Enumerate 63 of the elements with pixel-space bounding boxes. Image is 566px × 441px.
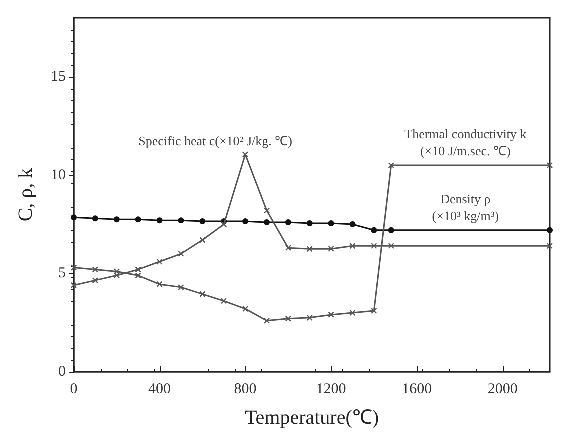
- point: [285, 316, 292, 322]
- point: [242, 152, 249, 158]
- point: [350, 222, 356, 228]
- point: [371, 308, 378, 314]
- point: [350, 243, 356, 250]
- point: [156, 258, 163, 265]
- x-tick-label: 400: [148, 382, 172, 398]
- point: [71, 214, 77, 221]
- point: [306, 220, 313, 227]
- point: [156, 281, 163, 288]
- x-tick-label: 800: [234, 382, 257, 398]
- point: [92, 277, 99, 284]
- point: [546, 243, 554, 250]
- text: Specific heat c(×10² J/kg. ℃): [138, 134, 292, 149]
- point: [200, 291, 206, 298]
- point: [328, 246, 334, 252]
- point: [388, 243, 394, 250]
- y-axis-title: C, ρ, k: [15, 168, 37, 222]
- point: [156, 218, 163, 224]
- series-label: Thermal conductivity k (×10 J/m.sec. ℃): [404, 126, 528, 158]
- x-axis-title: Temperature(℃): [244, 407, 380, 429]
- point: [92, 216, 98, 222]
- point: [178, 218, 184, 224]
- y-tick-label: 15: [51, 69, 66, 85]
- point: [135, 216, 142, 223]
- point: [70, 282, 78, 289]
- series-label: Density ρ (×10³ kg/m³): [432, 191, 500, 224]
- point: [114, 272, 120, 279]
- point: [200, 218, 206, 225]
- point: [178, 284, 184, 291]
- point: [285, 245, 292, 252]
- point: [220, 221, 228, 228]
- point: [306, 314, 313, 322]
- point: [264, 318, 270, 324]
- point: [371, 227, 378, 234]
- point: [70, 264, 78, 271]
- point: [388, 227, 394, 234]
- x-tick-label: 2000: [488, 382, 518, 398]
- point: [242, 306, 249, 312]
- point: [242, 218, 249, 225]
- x-tick-label: 0: [70, 382, 78, 398]
- point: [285, 220, 292, 226]
- point: [328, 312, 334, 318]
- point: [306, 246, 313, 252]
- y-tick-label: 10: [51, 167, 66, 184]
- point: [388, 162, 394, 169]
- point: [178, 250, 184, 258]
- point: [92, 266, 99, 273]
- x-tick-label: 1200: [316, 382, 346, 398]
- point: [546, 162, 554, 169]
- point: [328, 220, 334, 227]
- point: [220, 298, 228, 304]
- point: [264, 208, 270, 214]
- y-tick-label: 5: [58, 266, 66, 282]
- point: [350, 310, 356, 316]
- x-tick-label: 1600: [402, 382, 432, 398]
- y-tick-label: 0: [58, 364, 66, 380]
- point: [547, 227, 553, 234]
- point: [264, 220, 270, 226]
- point: [114, 268, 120, 275]
- point: [200, 237, 206, 244]
- point: [114, 216, 120, 223]
- point: [371, 243, 378, 250]
